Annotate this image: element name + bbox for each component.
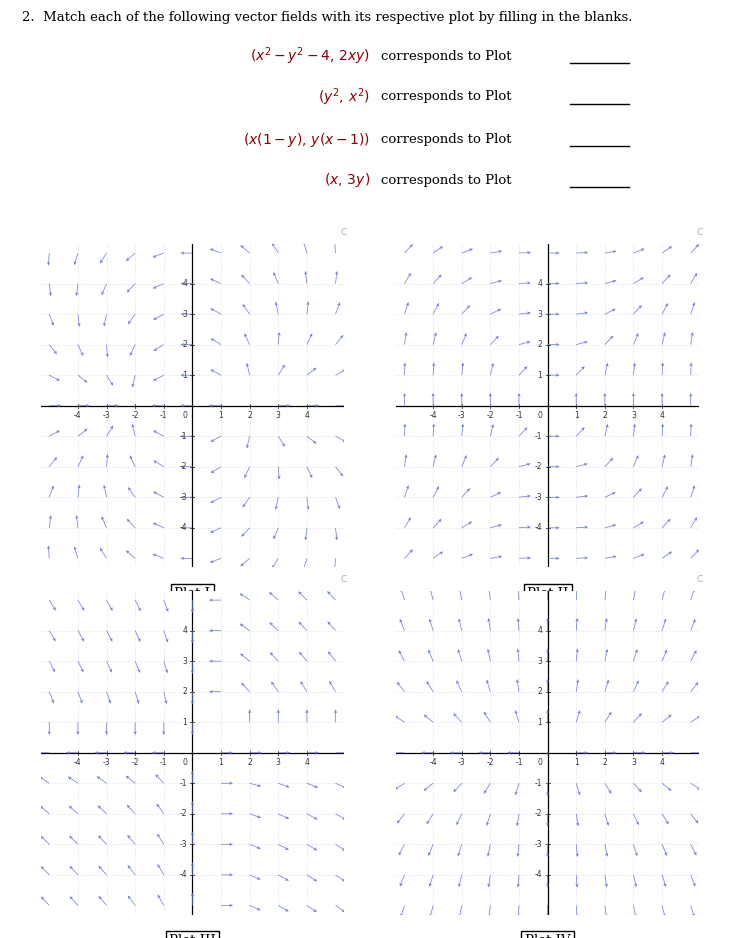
Text: $(x,\, 3y)$: $(x,\, 3y)$ <box>324 171 370 189</box>
Text: 1: 1 <box>538 371 542 380</box>
Text: -3: -3 <box>103 411 110 420</box>
Text: 2: 2 <box>183 340 187 349</box>
Text: -3: -3 <box>103 758 110 767</box>
Text: Plot IV: Plot IV <box>525 934 571 938</box>
Text: 1: 1 <box>183 718 187 727</box>
Text: 0: 0 <box>182 411 187 420</box>
Text: corresponds to Plot: corresponds to Plot <box>381 133 511 146</box>
Text: 4: 4 <box>182 280 187 288</box>
Text: 4: 4 <box>659 758 665 767</box>
Text: 4: 4 <box>182 627 187 635</box>
Text: 4: 4 <box>537 627 542 635</box>
Text: -4: -4 <box>74 758 81 767</box>
Text: -4: -4 <box>535 870 542 879</box>
Text: -3: -3 <box>458 411 465 420</box>
Text: -2: -2 <box>487 758 494 767</box>
Text: 0: 0 <box>537 758 542 767</box>
Text: -2: -2 <box>132 758 139 767</box>
Text: 2: 2 <box>538 688 542 696</box>
Text: $(x(1-y),\, y(x-1))$: $(x(1-y),\, y(x-1))$ <box>243 130 370 148</box>
Text: C: C <box>696 229 702 237</box>
Text: -1: -1 <box>160 411 167 420</box>
Text: 3: 3 <box>276 411 280 420</box>
Text: -1: -1 <box>180 431 187 441</box>
Text: 1: 1 <box>574 758 579 767</box>
Text: 1: 1 <box>538 718 542 727</box>
Text: 4: 4 <box>659 411 665 420</box>
Text: 3: 3 <box>182 310 187 319</box>
Text: -4: -4 <box>180 870 187 879</box>
Text: 3: 3 <box>631 411 636 420</box>
Text: -4: -4 <box>429 411 437 420</box>
Text: -1: -1 <box>160 758 167 767</box>
Text: $(y^2,\, x^2)$: $(y^2,\, x^2)$ <box>318 86 370 108</box>
Text: 2: 2 <box>247 411 252 420</box>
Text: 2: 2 <box>183 688 187 696</box>
Text: -1: -1 <box>535 431 542 441</box>
Text: -2: -2 <box>535 809 542 818</box>
Text: -4: -4 <box>180 523 187 532</box>
Text: 1: 1 <box>218 758 223 767</box>
Text: 2: 2 <box>538 340 542 349</box>
Text: 0: 0 <box>182 758 187 767</box>
Text: C: C <box>341 229 347 237</box>
Text: 4: 4 <box>304 758 309 767</box>
Text: -3: -3 <box>458 758 465 767</box>
Text: -2: -2 <box>180 809 187 818</box>
Text: corresponds to Plot: corresponds to Plot <box>381 174 511 187</box>
Text: 2: 2 <box>602 411 608 420</box>
Text: corresponds to Plot: corresponds to Plot <box>381 50 511 63</box>
Text: -2: -2 <box>535 462 542 471</box>
Text: 1: 1 <box>218 411 223 420</box>
Text: -3: -3 <box>180 840 187 849</box>
Text: -4: -4 <box>74 411 81 420</box>
Text: -2: -2 <box>132 411 139 420</box>
Text: 2: 2 <box>602 758 608 767</box>
Text: Plot II: Plot II <box>527 587 568 600</box>
Text: -1: -1 <box>180 779 187 788</box>
Text: 3: 3 <box>537 310 542 319</box>
Text: Plot III: Plot III <box>169 934 216 938</box>
Text: C: C <box>696 576 702 584</box>
Text: 2: 2 <box>247 758 252 767</box>
Text: 3: 3 <box>276 758 280 767</box>
Text: -1: -1 <box>535 779 542 788</box>
Text: -2: -2 <box>487 411 494 420</box>
Text: C: C <box>341 576 347 584</box>
Text: -3: -3 <box>535 492 542 502</box>
Text: -3: -3 <box>535 840 542 849</box>
Text: -1: -1 <box>515 411 522 420</box>
Text: 2.  Match each of the following vector fields with its respective plot by fillin: 2. Match each of the following vector fi… <box>22 11 633 24</box>
Text: -3: -3 <box>180 492 187 502</box>
Text: -2: -2 <box>180 462 187 471</box>
Text: corresponds to Plot: corresponds to Plot <box>381 90 511 103</box>
Text: 3: 3 <box>631 758 636 767</box>
Text: 4: 4 <box>537 280 542 288</box>
Text: 0: 0 <box>537 411 542 420</box>
Text: 1: 1 <box>574 411 579 420</box>
Text: 3: 3 <box>537 657 542 666</box>
Text: Plot I: Plot I <box>175 587 210 600</box>
Text: -4: -4 <box>535 523 542 532</box>
Text: 4: 4 <box>304 411 309 420</box>
Text: $(x^2 - y^2 - 4,\, 2xy)$: $(x^2 - y^2 - 4,\, 2xy)$ <box>250 45 370 68</box>
Text: -4: -4 <box>429 758 437 767</box>
Text: 1: 1 <box>183 371 187 380</box>
Text: -1: -1 <box>515 758 522 767</box>
Text: 3: 3 <box>182 657 187 666</box>
